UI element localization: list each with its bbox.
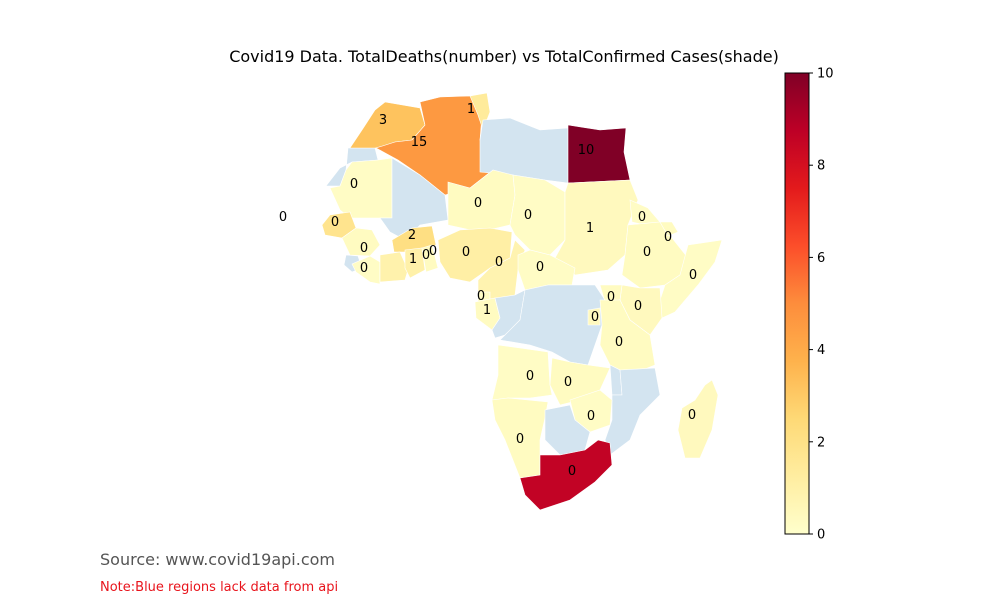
region-burkina-faso [391,225,437,253]
colorbar-tick-label: 8 [817,159,825,174]
death-label: 1 [409,252,417,267]
death-label: 0 [495,255,503,270]
countries-layer [321,92,723,511]
region-mauritania [329,157,393,219]
region-angola [491,344,553,401]
death-label: 0 [587,409,595,424]
region-guinea [341,227,381,257]
death-label: 2 [408,228,416,243]
colorbar-tick-label: 2 [817,435,825,450]
note-text: Note:Blue regions lack data from api [100,580,339,595]
death-label: 0 [638,210,646,225]
region-rwanda [587,307,601,326]
death-label: 0 [516,432,524,447]
death-label: 0 [462,245,470,260]
death-label: 0 [615,335,623,350]
region-togo [421,244,439,273]
chart-title: Covid19 Data. TotalDeaths(number) vs Tot… [229,47,779,66]
death-label: 0 [279,210,287,225]
colorbar-tick-label: 10 [817,67,834,82]
death-label: 0 [474,196,482,211]
death-label: 0 [591,310,599,325]
death-label: 0 [331,215,339,230]
death-label: 10 [578,143,595,158]
death-label: 0 [536,260,544,275]
source-text: Source: www.covid19api.com [100,550,335,569]
region-cote-divoire [379,251,409,283]
death-label: 0 [688,408,696,423]
region-madagascar [677,379,719,459]
colorbar-tick-label: 0 [817,528,825,543]
death-label: 0 [422,248,430,263]
death-label: 3 [379,113,387,128]
death-label: 0 [689,268,697,283]
colorbar-tick-label: 6 [817,251,825,266]
region-liberia [351,255,381,285]
colorbar-ticks: 0 2 4 6 8 10 [809,67,834,543]
region-cameroon [477,239,526,301]
death-label: 1 [467,102,475,117]
death-label: 0 [664,230,672,245]
death-label: 1 [483,303,491,318]
region-sudan [554,179,639,276]
region-djibouti [659,221,679,237]
region-south-africa [519,439,613,511]
death-label: 0 [429,244,437,259]
death-label: 0 [568,464,576,479]
death-label: 0 [350,177,358,192]
region-somalia [659,239,723,319]
colorbar: 0 2 4 6 8 10 [784,67,834,543]
death-label: 0 [360,261,368,276]
region-libya [479,117,569,184]
death-label: 0 [524,208,532,223]
death-label: 0 [477,289,485,304]
death-label: 0 [526,369,534,384]
death-label: 1 [586,221,594,236]
region-ghana [404,247,426,279]
death-label: 0 [564,375,572,390]
region-botswana [544,404,591,456]
death-label: 0 [634,299,642,314]
death-label: 0 [360,241,368,256]
death-label: 0 [607,290,615,305]
death-label: 15 [411,135,428,150]
colorbar-gradient [784,72,810,535]
colorbar-tick-label: 4 [817,343,825,358]
death-label: 0 [643,245,651,260]
